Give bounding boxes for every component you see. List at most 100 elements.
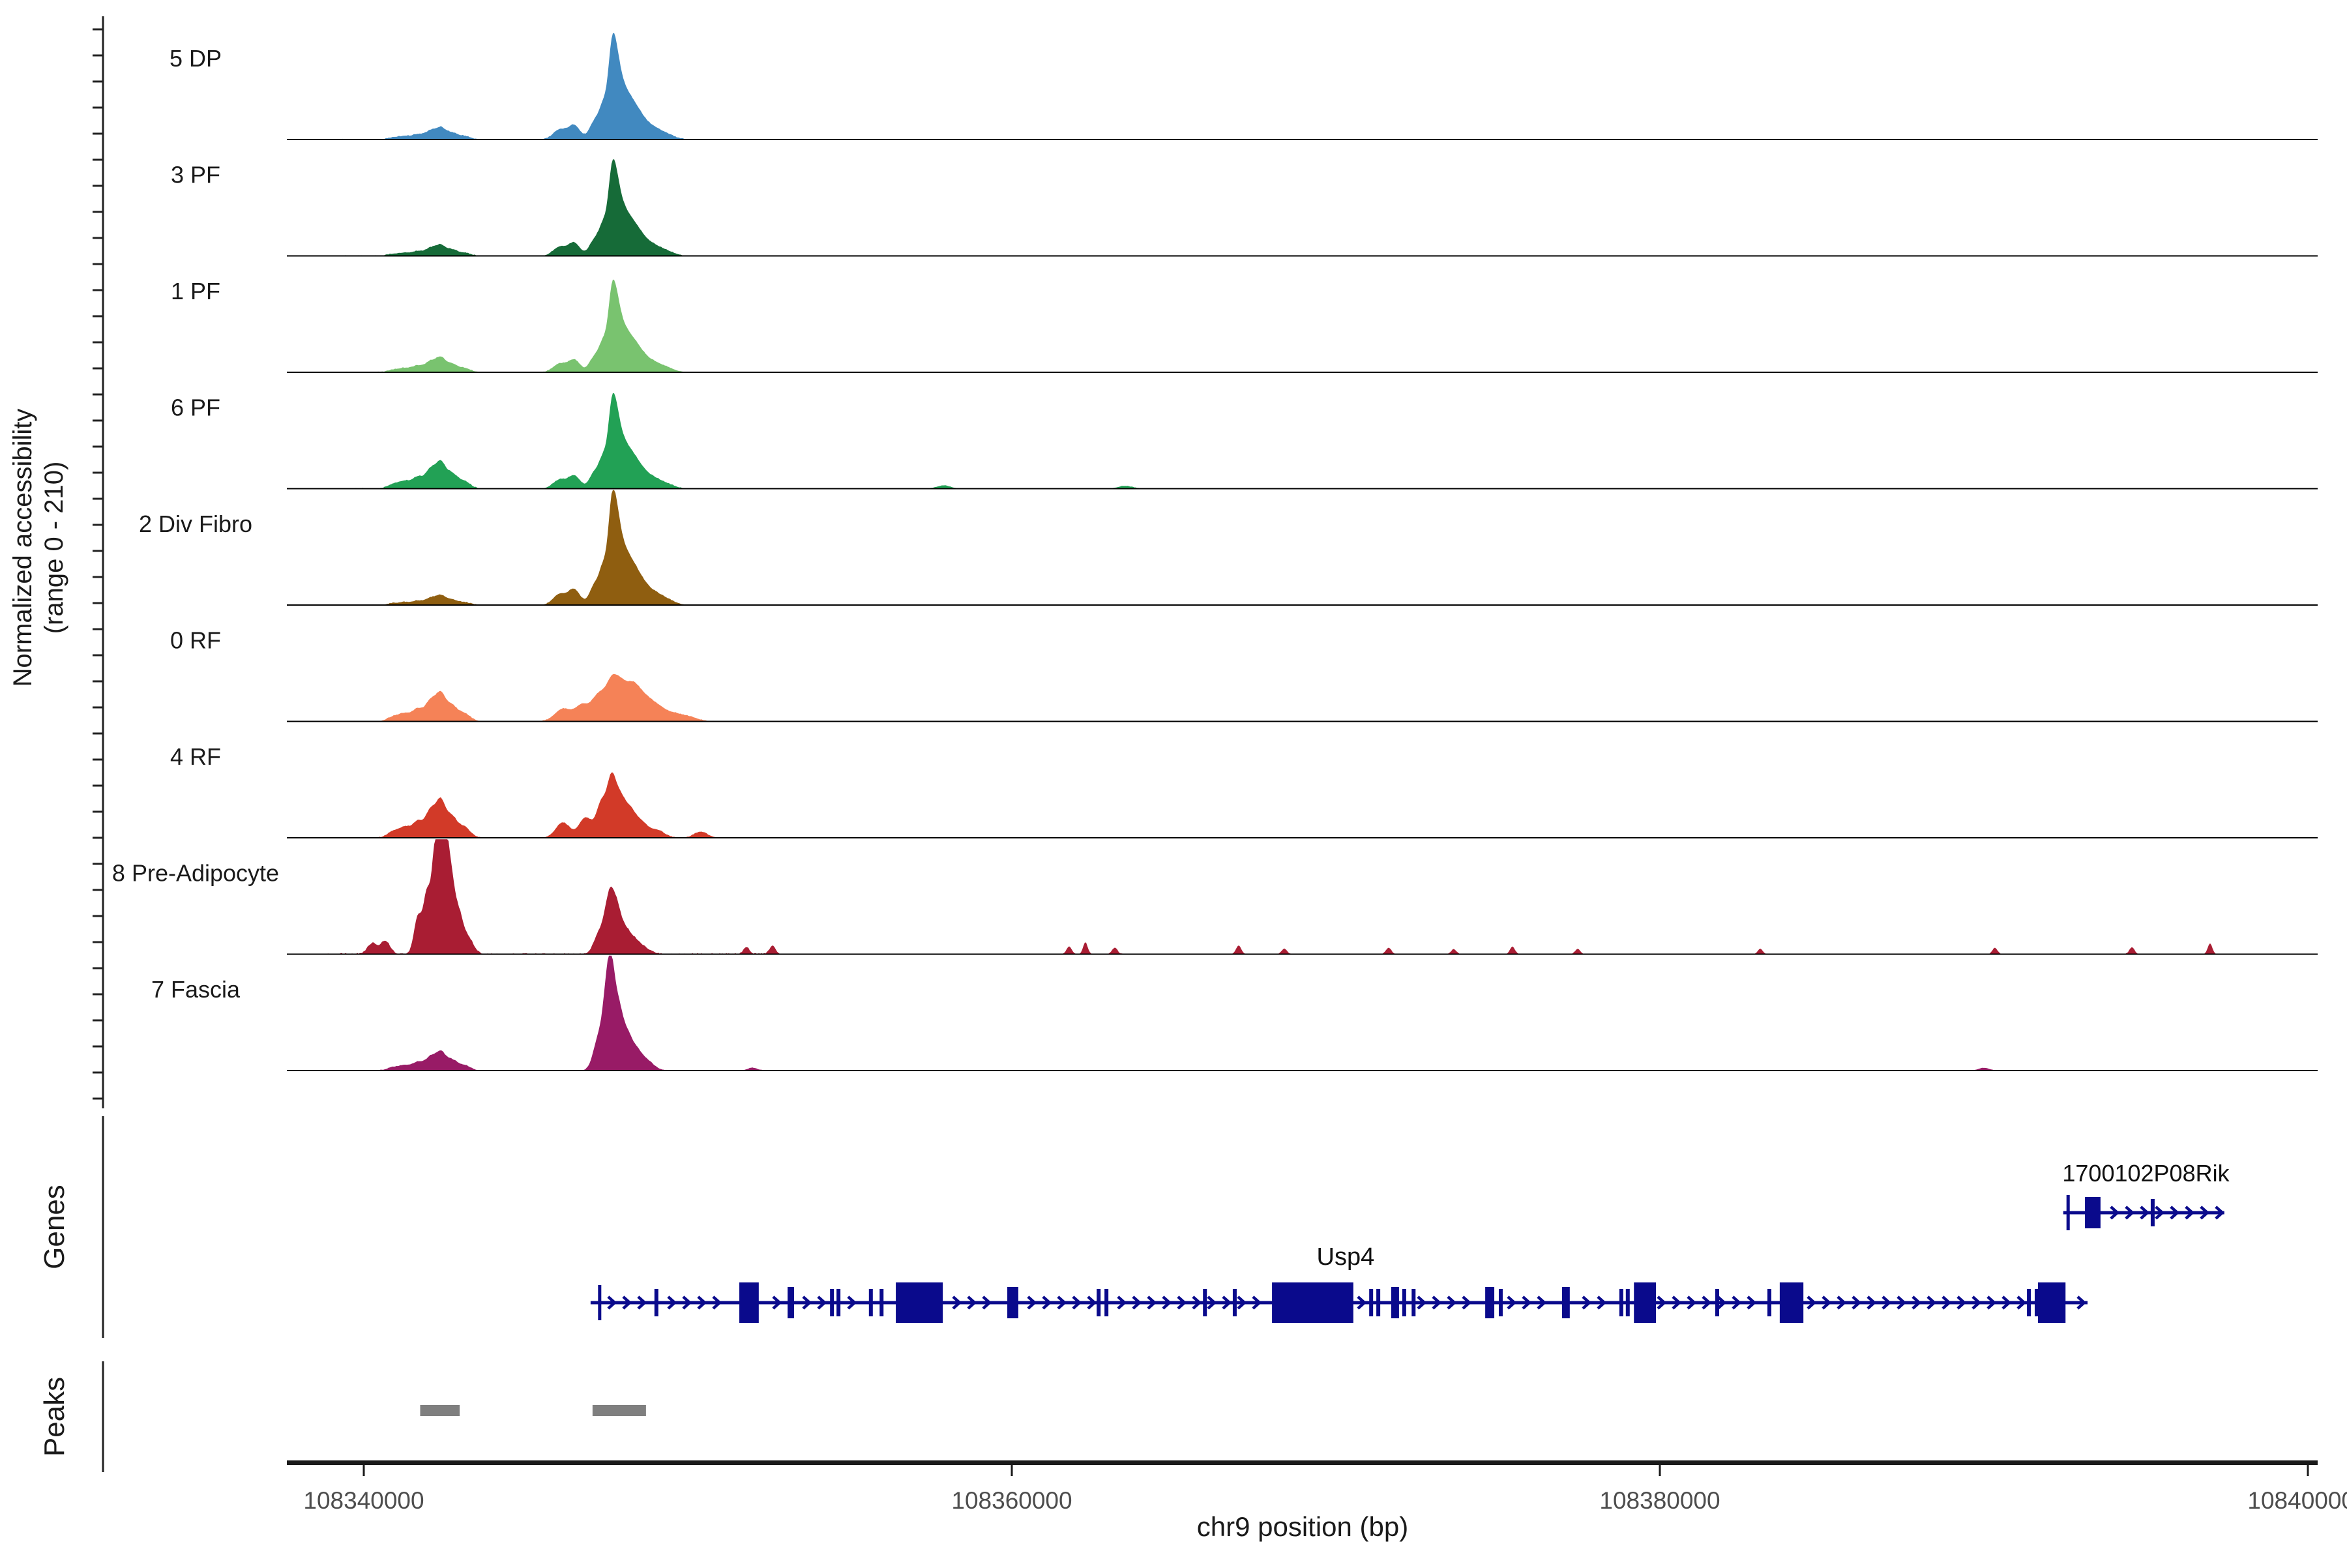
gene-strand-arrow (1417, 1295, 1427, 1310)
gene-exon-bar (1715, 1289, 1719, 1316)
coverage-area-4-rf (301, 772, 2316, 838)
gene-exon-bar (2027, 1289, 2031, 1316)
gene-strand-arrow (847, 1295, 857, 1310)
gene-exon-bar (1376, 1289, 1381, 1316)
gene-strand-arrow (712, 1295, 722, 1310)
gene-strand-arrow (1672, 1295, 1682, 1310)
track-label: 3 PF (171, 162, 220, 188)
gene-strand-arrow (1042, 1295, 1052, 1310)
gene-strand-arrow (1941, 1295, 1952, 1310)
gene-strand-arrow (1192, 1295, 1202, 1310)
gene-strand-arrow (1177, 1295, 1187, 1310)
gene-model-usp4: Usp4 (590, 1243, 2088, 1323)
x-axis-tick-label: 108400000 (2247, 1487, 2347, 1514)
gene-tss-bar (2066, 1195, 2070, 1230)
coverage-area-5-dp (301, 33, 2316, 140)
gene-exon-bar (830, 1289, 834, 1316)
gene-strand-arrow (1807, 1295, 1817, 1310)
track-label: 5 DP (170, 45, 222, 72)
gene-exon-box (2085, 1197, 2101, 1228)
track-label: 0 RF (170, 627, 221, 654)
gene-exon-bar (1498, 1289, 1503, 1316)
track-label: 7 Fascia (151, 976, 241, 1003)
gene-exon-bar (879, 1289, 884, 1316)
gene-exon-bar (1203, 1289, 1207, 1316)
y-axis-title-line2: (range 0 - 210) (40, 462, 68, 634)
gene-strand-arrow (1717, 1295, 1727, 1310)
gene-strand-arrow (1507, 1295, 1517, 1310)
gene-strand-arrow (1132, 1295, 1142, 1310)
gene-strand-arrow (1072, 1295, 1082, 1310)
gene-strand-arrow (697, 1295, 707, 1310)
x-axis-title: chr9 position (bp) (1197, 1511, 1409, 1542)
gene-strand-arrow (2125, 1206, 2135, 1220)
gene-strand-arrow (2016, 1295, 2027, 1310)
gene-exon-bar (868, 1289, 873, 1316)
track-label: 4 RF (170, 743, 221, 770)
gene-strand-arrow (1926, 1295, 1937, 1310)
gene-exon-box-large (739, 1282, 759, 1323)
gene-strand-arrow (1147, 1295, 1157, 1310)
gene-strand-arrow (1237, 1295, 1247, 1310)
coverage-area-2-div-fibro (301, 490, 2316, 605)
gene-exon-box-large (1272, 1282, 1353, 1323)
gene-strand-arrow (1956, 1295, 1967, 1310)
gene-strand-arrow (1882, 1295, 1892, 1310)
gene-strand-arrow (2076, 1295, 2087, 1310)
gene-strand-arrow (1522, 1295, 1532, 1310)
gene-strand-arrow (1357, 1295, 1367, 1310)
genes-section-label: Genes (38, 1185, 70, 1269)
gene-strand-arrow (1597, 1295, 1607, 1310)
gene-strand-arrow (667, 1295, 677, 1310)
gene-exon-bar (1619, 1289, 1623, 1316)
gene-strand-arrow (1027, 1295, 1037, 1310)
gene-strand-arrow (2200, 1206, 2210, 1220)
coverage-area-6-pf (301, 393, 2316, 489)
gene-strand-arrow (1986, 1295, 1997, 1310)
gene-strand-arrow (982, 1295, 992, 1310)
gene-model-1700102p08rik: 1700102P08Rik (2062, 1160, 2230, 1230)
gene-strand-arrow (2185, 1206, 2195, 1220)
track-label: 2 Div Fibro (139, 510, 252, 537)
gene-strand-arrow (682, 1295, 692, 1310)
gene-strand-arrow (2140, 1206, 2150, 1220)
gene-strand-arrow (2110, 1206, 2120, 1220)
gene-exon-box (1485, 1287, 1495, 1318)
gene-exon-bar (1625, 1289, 1630, 1316)
x-axis-tick-label: 108380000 (1599, 1487, 1720, 1514)
gene-strand-arrow (2215, 1206, 2225, 1220)
coverage-area-7-fascia (301, 955, 2316, 1071)
gene-strand-arrow (1702, 1295, 1712, 1310)
gene-strand-arrow (1582, 1295, 1592, 1310)
gene-strand-arrow (1087, 1295, 1097, 1310)
track-label: 8 Pre-Adipocyte (112, 860, 279, 887)
gene-strand-arrow (1747, 1295, 1757, 1310)
gene-strand-arrow (622, 1295, 632, 1310)
gene-exon-bar (1402, 1289, 1406, 1316)
gene-strand-arrow (2155, 1206, 2165, 1220)
gene-strand-arrow (1207, 1295, 1217, 1310)
gene-exon-bar (1767, 1289, 1771, 1316)
gene-strand-arrow (1432, 1295, 1442, 1310)
gene-strand-arrow (1897, 1295, 1907, 1310)
gene-strand-arrow (967, 1295, 977, 1310)
gene-strand-arrow (1222, 1295, 1232, 1310)
coverage-area-0-rf (301, 673, 2316, 722)
gene-name-label: 1700102P08Rik (2062, 1160, 2230, 1187)
x-axis-tick-label: 108360000 (951, 1487, 1072, 1514)
gene-strand-arrow (2001, 1295, 2012, 1310)
gene-exon-box-large (896, 1282, 943, 1323)
gene-exon-box (1391, 1287, 1399, 1318)
gene-tss-bar (598, 1285, 602, 1320)
gene-strand-arrow (1252, 1295, 1262, 1310)
gene-exon-bar (836, 1289, 841, 1316)
gene-strand-arrow (1117, 1295, 1127, 1310)
gene-exon-bar (1411, 1289, 1416, 1316)
coverage-area-8-pre-adipocyte (301, 839, 2316, 954)
gene-strand-arrow (1852, 1295, 1862, 1310)
x-axis-tick-label: 108340000 (303, 1487, 424, 1514)
gene-strand-arrow (802, 1295, 812, 1310)
coverage-area-3-pf (301, 159, 2316, 256)
